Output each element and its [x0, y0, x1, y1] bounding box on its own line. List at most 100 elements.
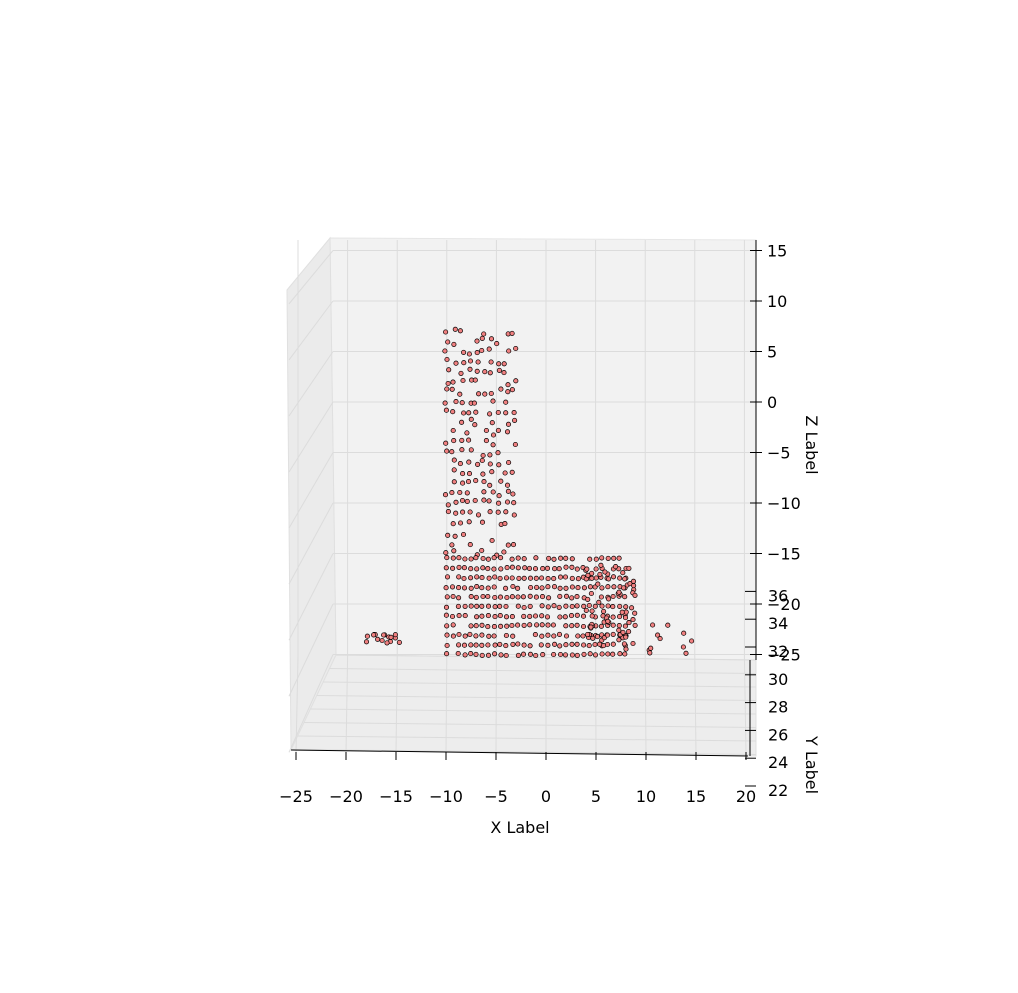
data-point	[648, 645, 654, 651]
data-point	[613, 564, 619, 570]
data-point	[461, 565, 467, 571]
data-point	[610, 593, 616, 600]
data-point	[474, 338, 480, 344]
data-point	[482, 369, 488, 375]
data-point	[511, 500, 517, 506]
data-point	[539, 622, 545, 628]
data-point	[563, 585, 569, 591]
data-point	[379, 637, 385, 644]
data-point	[647, 650, 653, 656]
data-point	[468, 623, 474, 629]
data-point	[539, 575, 545, 581]
data-point	[494, 341, 500, 347]
data-point	[521, 575, 527, 581]
data-point	[457, 391, 463, 397]
data-point	[449, 490, 455, 496]
data-point	[589, 608, 595, 614]
data-point	[490, 432, 497, 438]
data-point	[462, 603, 468, 609]
data-point	[584, 566, 590, 572]
data-point	[610, 631, 616, 637]
data-point	[443, 565, 449, 571]
data-point	[450, 379, 456, 385]
data-point	[521, 556, 527, 562]
data-point	[503, 509, 509, 515]
data-point	[453, 510, 459, 516]
data-point	[551, 651, 557, 658]
data-point	[479, 547, 485, 554]
data-point	[630, 578, 637, 584]
data-point	[468, 585, 474, 591]
data-point	[569, 641, 575, 647]
data-point	[451, 438, 457, 444]
data-point	[375, 636, 381, 642]
data-point	[465, 479, 472, 485]
data-point	[509, 614, 515, 620]
data-point	[592, 652, 599, 658]
data-point	[444, 356, 450, 363]
data-point	[629, 605, 635, 611]
data-point	[623, 604, 629, 610]
data-point	[588, 590, 594, 597]
data-point	[521, 613, 527, 619]
data-point	[626, 565, 632, 571]
data-point	[491, 633, 497, 639]
data-point	[491, 566, 497, 572]
data-point	[371, 632, 377, 638]
data-point	[520, 651, 527, 657]
y-tick-label: 30	[768, 670, 788, 689]
x-tick-label: −5	[484, 787, 508, 806]
data-point	[505, 488, 511, 494]
data-point	[527, 593, 533, 599]
data-point	[621, 641, 627, 647]
data-point	[474, 614, 480, 620]
data-point	[581, 651, 587, 657]
data-point	[459, 437, 465, 443]
data-point	[487, 482, 493, 488]
data-point	[533, 594, 539, 600]
data-point	[580, 623, 587, 630]
data-point	[483, 438, 489, 444]
data-point	[622, 576, 628, 582]
data-point	[602, 569, 608, 575]
data-point	[545, 622, 551, 628]
y-tick-label: 24	[768, 753, 788, 772]
data-point	[593, 575, 599, 581]
data-point	[503, 399, 509, 405]
data-point	[485, 624, 491, 630]
data-point	[527, 613, 533, 619]
data-point	[516, 575, 522, 581]
data-point	[545, 604, 551, 610]
data-point	[460, 531, 467, 538]
data-point	[467, 631, 473, 637]
data-point	[480, 555, 486, 562]
data-point	[503, 652, 509, 659]
data-point	[481, 479, 487, 485]
data-point	[468, 594, 474, 600]
grid-line-z-left	[288, 553, 334, 641]
data-point	[503, 643, 509, 649]
data-point	[532, 613, 539, 619]
data-point	[501, 370, 507, 376]
data-point	[532, 632, 538, 638]
data-point	[444, 623, 450, 629]
data-point	[473, 642, 479, 648]
data-point	[474, 584, 480, 590]
data-point	[468, 651, 474, 657]
data-point	[605, 651, 611, 657]
data-point	[616, 555, 622, 561]
data-point	[496, 500, 502, 506]
x-tick-label: −10	[429, 787, 463, 806]
data-point	[521, 604, 527, 611]
data-point	[491, 624, 497, 630]
grid-line-y-floor	[310, 708, 757, 715]
data-point	[450, 622, 456, 628]
data-point	[473, 623, 479, 629]
data-point	[443, 440, 449, 446]
data-point	[509, 330, 515, 336]
data-point	[551, 584, 558, 590]
data-point	[599, 585, 605, 591]
data-point	[455, 650, 461, 657]
data-point	[474, 368, 480, 374]
data-point	[480, 471, 486, 477]
